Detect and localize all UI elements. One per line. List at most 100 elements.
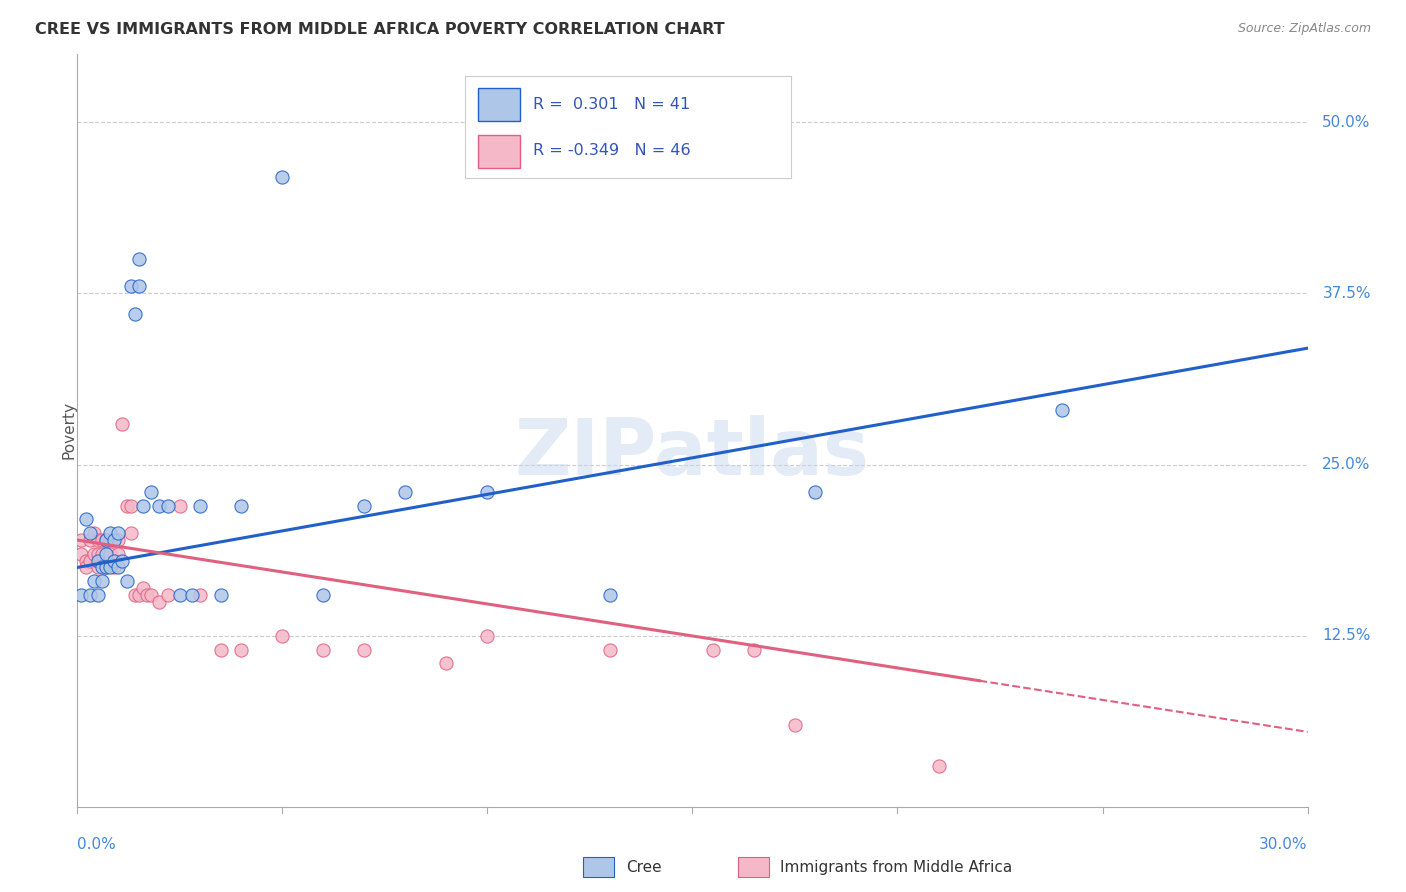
Point xyxy=(181,588,204,602)
Point xyxy=(111,417,134,431)
Point xyxy=(94,547,117,561)
Point xyxy=(124,588,146,602)
Point xyxy=(79,526,101,541)
Point xyxy=(128,279,150,293)
Point xyxy=(75,560,97,574)
Point xyxy=(783,718,806,732)
Point xyxy=(132,499,155,513)
Point xyxy=(148,499,170,513)
Point xyxy=(231,642,253,657)
Point xyxy=(120,526,142,541)
Point xyxy=(79,553,101,567)
Bar xyxy=(478,88,520,121)
Bar xyxy=(478,136,520,168)
Text: Immigrants from Middle Africa: Immigrants from Middle Africa xyxy=(780,860,1012,874)
Point xyxy=(94,560,117,574)
Point xyxy=(312,642,335,657)
Point xyxy=(120,499,142,513)
Point xyxy=(136,588,159,602)
Point xyxy=(742,642,765,657)
Point xyxy=(90,533,114,547)
Point xyxy=(90,560,114,574)
Point xyxy=(128,588,150,602)
Point xyxy=(87,547,110,561)
Point xyxy=(87,588,110,602)
Point xyxy=(477,629,499,643)
Point xyxy=(94,533,117,547)
Point xyxy=(312,588,335,602)
Point xyxy=(599,588,621,602)
Point xyxy=(83,547,105,561)
Point xyxy=(70,533,93,547)
Point xyxy=(98,526,121,541)
Text: CREE VS IMMIGRANTS FROM MIDDLE AFRICA POVERTY CORRELATION CHART: CREE VS IMMIGRANTS FROM MIDDLE AFRICA PO… xyxy=(35,22,724,37)
Point xyxy=(1050,402,1073,417)
Point xyxy=(103,553,125,567)
Point xyxy=(353,642,375,657)
Point xyxy=(394,485,416,500)
Point xyxy=(107,547,129,561)
Point xyxy=(90,547,114,561)
Point xyxy=(120,279,142,293)
Point xyxy=(115,499,138,513)
Point xyxy=(188,588,212,602)
Point xyxy=(87,553,110,567)
Point xyxy=(141,485,163,500)
Point xyxy=(124,307,146,321)
Point xyxy=(107,560,129,574)
Text: 0.0%: 0.0% xyxy=(77,838,117,853)
Point xyxy=(141,588,163,602)
Point xyxy=(271,629,294,643)
Point xyxy=(928,759,950,773)
Text: ZIPatlas: ZIPatlas xyxy=(515,415,870,491)
Text: R = -0.349   N = 46: R = -0.349 N = 46 xyxy=(533,144,690,159)
Point xyxy=(79,588,101,602)
Point xyxy=(107,533,129,547)
Point xyxy=(83,526,105,541)
Point xyxy=(132,581,155,595)
Point xyxy=(271,169,294,184)
Point xyxy=(103,533,125,547)
Point xyxy=(148,595,170,609)
Point xyxy=(209,588,232,602)
Point xyxy=(115,574,138,589)
Point xyxy=(169,499,191,513)
Point xyxy=(599,642,621,657)
Text: 37.5%: 37.5% xyxy=(1323,285,1371,301)
Text: Source: ZipAtlas.com: Source: ZipAtlas.com xyxy=(1237,22,1371,36)
Point xyxy=(98,560,121,574)
Text: R =  0.301   N = 41: R = 0.301 N = 41 xyxy=(533,96,690,112)
Point xyxy=(231,499,253,513)
Text: Cree: Cree xyxy=(626,860,661,874)
Point xyxy=(103,560,125,574)
Y-axis label: Poverty: Poverty xyxy=(62,401,76,459)
Point xyxy=(94,560,117,574)
Text: 50.0%: 50.0% xyxy=(1323,114,1371,129)
Point xyxy=(111,553,134,567)
Point xyxy=(98,547,121,561)
Point xyxy=(98,533,121,547)
Point xyxy=(70,588,93,602)
Point xyxy=(83,574,105,589)
Point xyxy=(90,574,114,589)
Text: 25.0%: 25.0% xyxy=(1323,458,1371,472)
Point xyxy=(353,499,375,513)
Point xyxy=(436,657,458,671)
Point xyxy=(70,547,93,561)
Point xyxy=(94,533,117,547)
Point xyxy=(107,526,129,541)
Point xyxy=(75,512,97,526)
Point xyxy=(87,560,110,574)
Point xyxy=(79,533,101,547)
Point xyxy=(128,252,150,266)
Point xyxy=(156,499,179,513)
Point xyxy=(209,642,232,657)
Point xyxy=(103,553,125,567)
Text: 12.5%: 12.5% xyxy=(1323,629,1371,643)
Point xyxy=(477,485,499,500)
Point xyxy=(156,588,179,602)
Point xyxy=(87,533,110,547)
Point xyxy=(188,499,212,513)
Point xyxy=(804,485,827,500)
Point xyxy=(702,642,724,657)
